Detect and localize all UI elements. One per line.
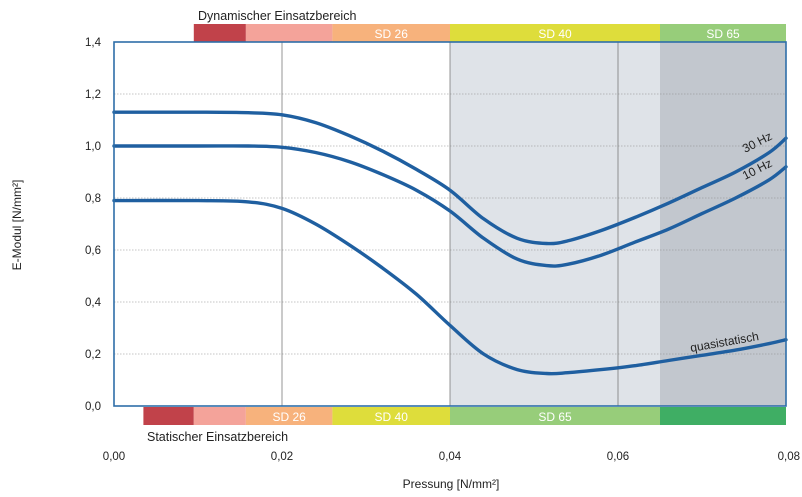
- top-band-4: [660, 24, 786, 42]
- bottom-band-label: SD 26: [272, 410, 306, 424]
- bottom-band-1: [193, 407, 246, 425]
- y-tick-label: 1,4: [85, 37, 102, 49]
- top-band-1: [245, 24, 333, 42]
- top-band-2: [332, 24, 450, 42]
- top-band-label: SD 65: [706, 27, 740, 41]
- top-range-title: Dynamischer Einsatzbereich: [198, 9, 356, 23]
- x-tick-label: 0,04: [439, 451, 462, 463]
- y-tick-label: 0,0: [85, 401, 101, 413]
- bottom-band-3: [332, 407, 450, 425]
- bottom-range-title: Statischer Einsatzbereich: [147, 430, 288, 444]
- bottom-band-4: [450, 407, 660, 425]
- static-range-bar: SD 26 SD 40 SD 65: [143, 407, 786, 425]
- bottom-band-label: SD 40: [375, 410, 409, 424]
- curves: [112, 110, 788, 376]
- x-axis-label: Pressung [N/mm²]: [403, 477, 500, 491]
- top-band-label: SD 40: [538, 27, 572, 41]
- x-tick-label: 0,08: [778, 451, 800, 463]
- bottom-band-0: [143, 407, 194, 425]
- top-band-3: [450, 24, 660, 42]
- top-band-0: [193, 24, 246, 42]
- shaded-region-0: [450, 42, 660, 406]
- y-tick-labels: 0,0 0,2 0,4 0,6 0,8 1,0 1,2 1,4: [85, 37, 102, 413]
- y-tick-label: 0,4: [85, 297, 102, 309]
- y-tick-label: 0,6: [85, 245, 101, 257]
- series-line-1: [112, 144, 788, 268]
- plot-frame: [113, 41, 787, 407]
- y-tick-label: 0,2: [85, 349, 101, 361]
- series-line-2: [112, 198, 788, 376]
- x-tick-labels: 0,00 0,02 0,04 0,06 0,08: [103, 451, 800, 463]
- bottom-band-5: [660, 407, 786, 425]
- series-line-0: [112, 110, 788, 246]
- top-band-label: SD 26: [375, 27, 409, 41]
- shaded-regions: [450, 42, 786, 406]
- bottom-band-2: [245, 407, 333, 425]
- y-tick-label: 1,0: [85, 141, 101, 153]
- y-axis-label: E-Modul [N/mm²]: [10, 180, 24, 271]
- y-tick-label: 0,8: [85, 193, 101, 205]
- x-tick-label: 0,00: [103, 451, 125, 463]
- x-tick-label: 0,06: [607, 451, 629, 463]
- bottom-band-label: SD 65: [538, 410, 572, 424]
- x-tick-label: 0,02: [271, 451, 293, 463]
- dynamic-range-bar: SD 26 SD 40 SD 65: [193, 24, 786, 42]
- y-tick-label: 1,2: [85, 89, 101, 101]
